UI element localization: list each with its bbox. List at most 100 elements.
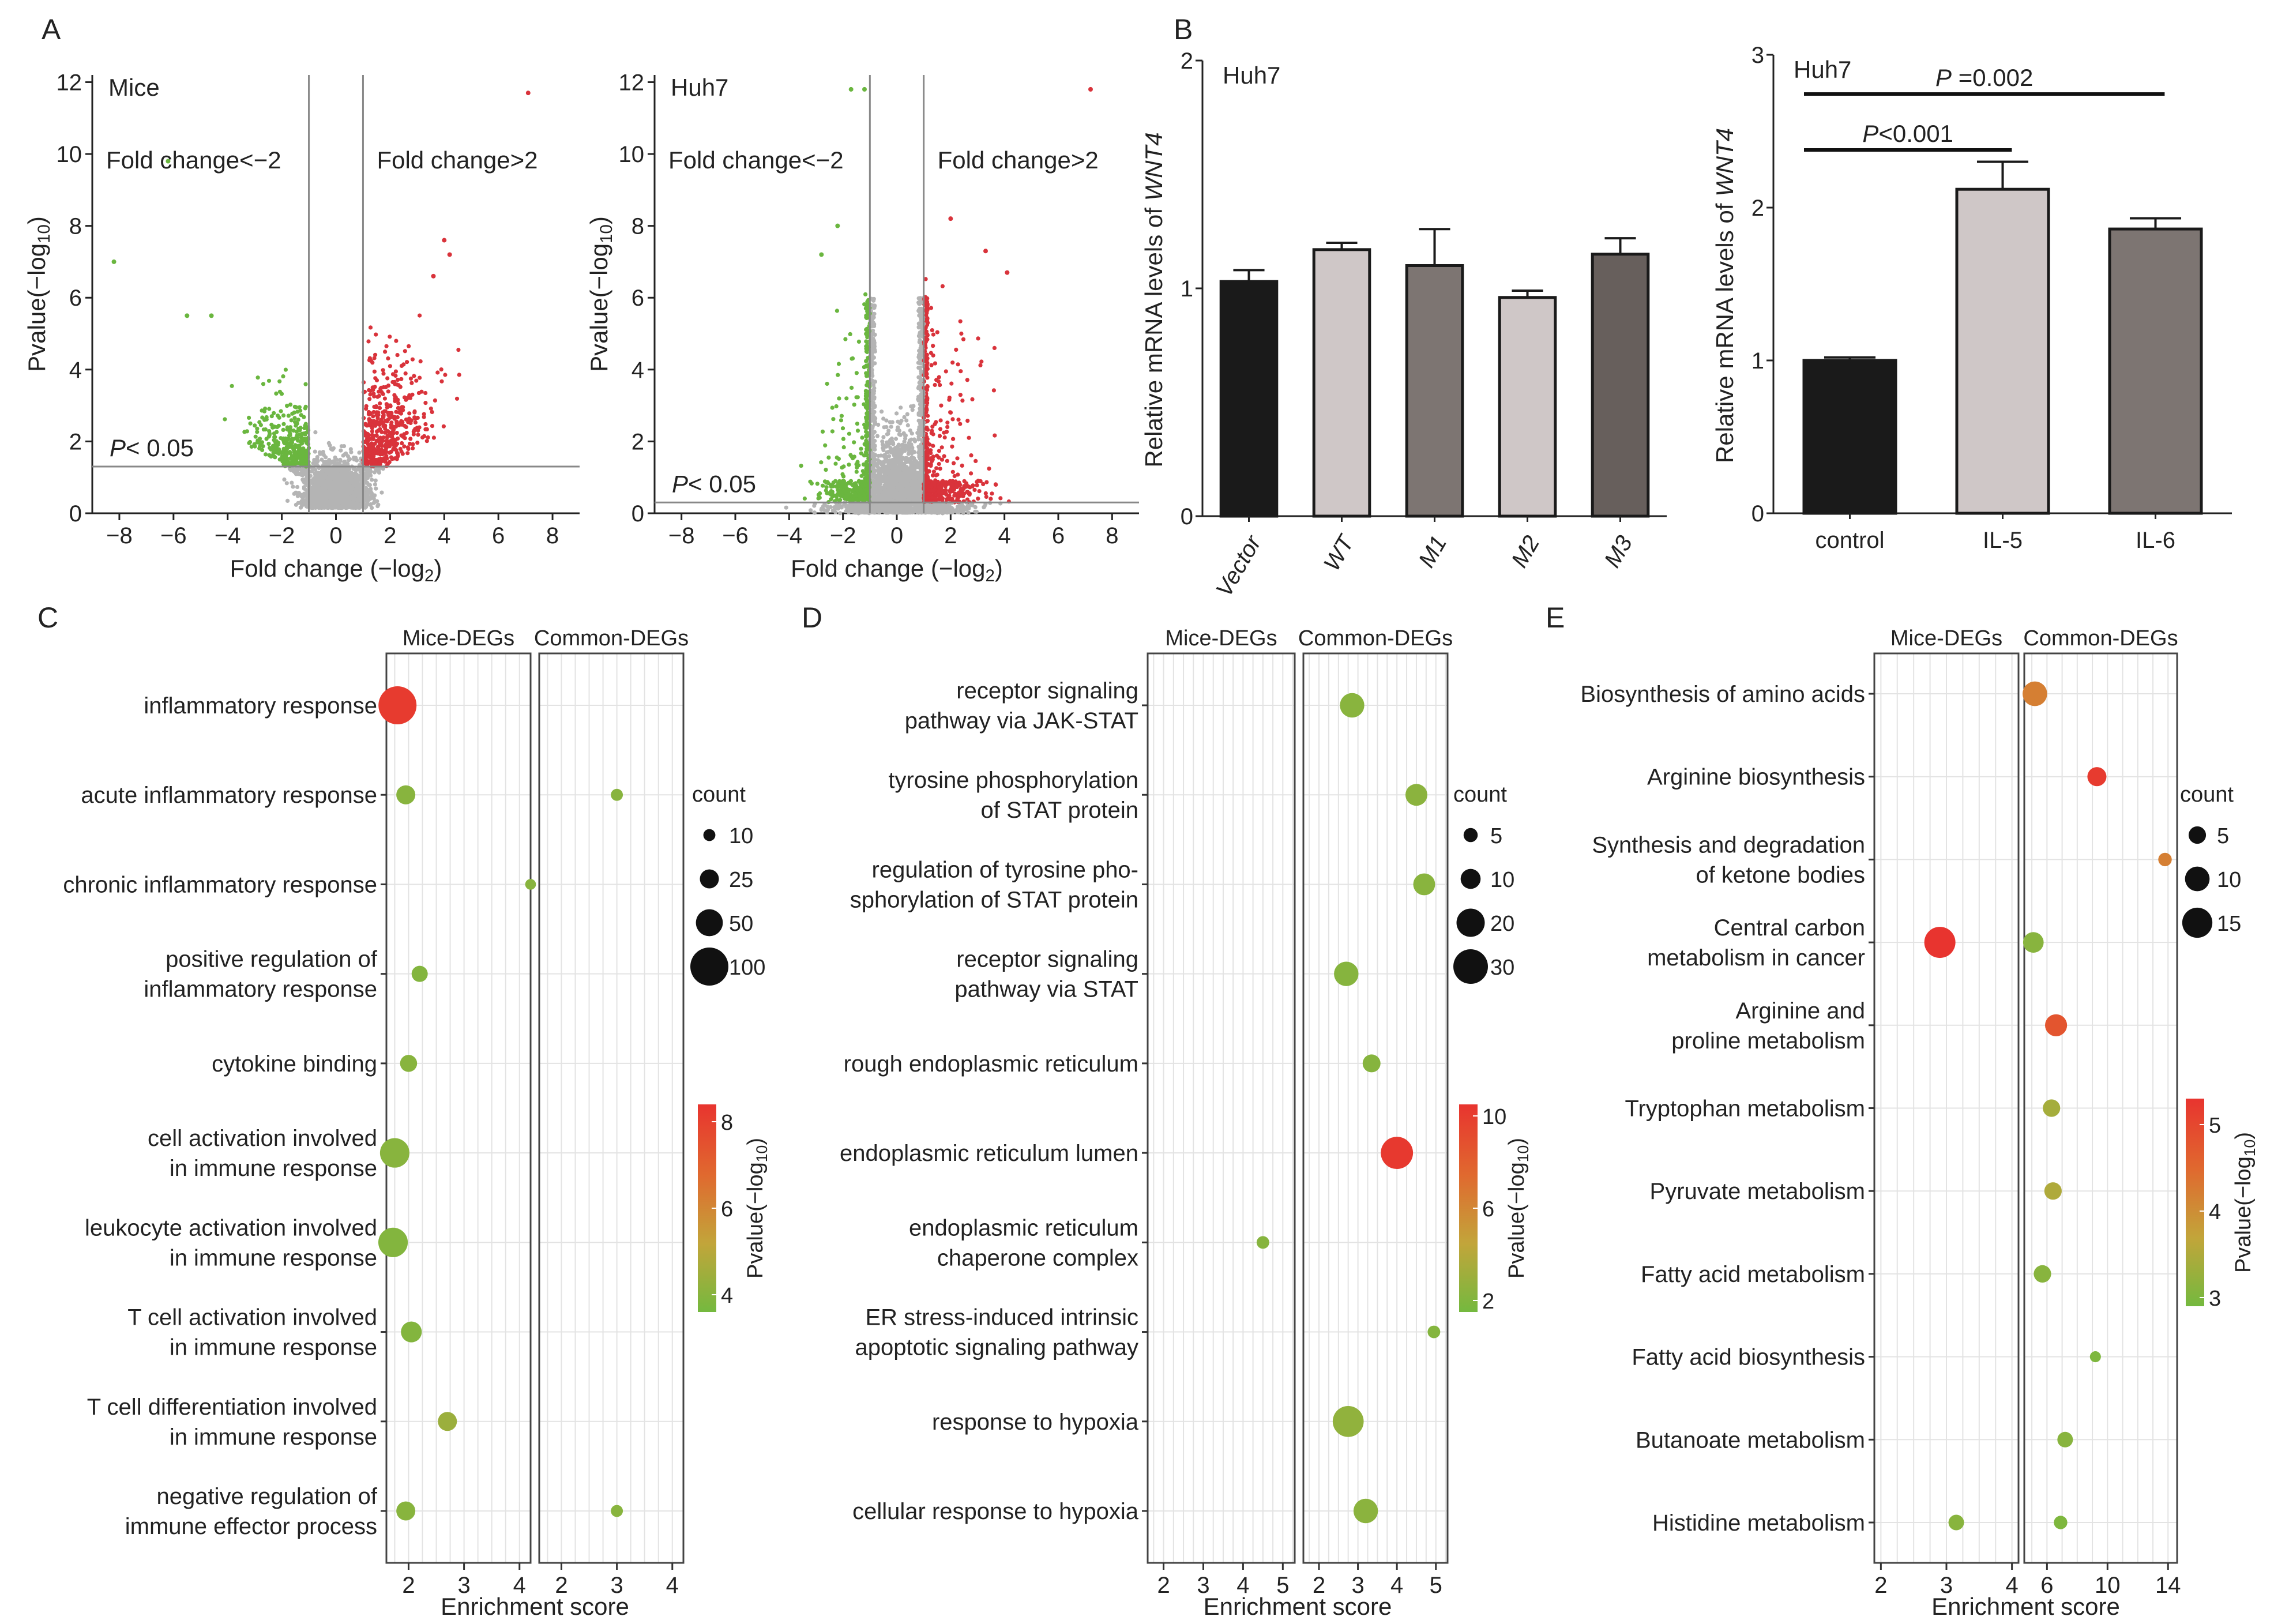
x-tick-label: −4 [776,523,803,548]
nonsignificant-point [341,483,346,488]
upregulated-point [372,356,377,360]
downregulated-point [294,454,299,460]
upregulated-point [379,430,384,434]
upregulated-point [381,368,385,373]
downregulated-point [268,431,272,436]
y-tick-label: 0 [69,501,82,527]
upregulated-point [420,435,425,440]
upregulated-point [384,344,389,348]
downregulated-point [269,454,273,459]
downregulated-point [261,427,266,432]
nonsignificant-point [326,485,331,490]
downregulated-point [252,442,257,446]
upregulated-point [443,373,448,377]
upregulated-point [378,401,382,406]
downregulated-point [290,439,294,444]
outlier-point [447,252,452,257]
x-tick-label: 0 [329,523,342,548]
upregulated-point [386,356,390,361]
downregulated-point [281,374,285,379]
label-part: ) [23,216,50,224]
upregulated-point [423,427,428,432]
nonsignificant-point [313,462,317,467]
upregulated-point [439,367,443,372]
downregulated-point [291,456,295,461]
downregulated-point [255,440,260,445]
downregulated-point [257,420,262,424]
upregulated-point [412,409,417,414]
upregulated-point [401,405,405,409]
downregulated-point [273,439,277,443]
y-tick-label: 8 [69,214,82,239]
downregulated-point [304,462,309,467]
upregulated-point [410,357,415,362]
downregulated-point [247,439,253,445]
downregulated-point [300,439,305,443]
upregulated-point [394,456,399,461]
upregulated-point [423,401,428,405]
upregulated-point [363,422,368,427]
downregulated-point [299,413,303,418]
nonsignificant-point [302,491,307,496]
upregulated-point [405,360,409,364]
upregulated-point [390,372,396,377]
downregulated-point [283,437,288,442]
nonsignificant-point [341,444,347,449]
nonsignificant-point [293,491,298,495]
upregulated-point [433,398,438,403]
upregulated-point [383,409,388,413]
upregulated-point [423,390,428,396]
downregulated-point [267,407,272,411]
upregulated-point [383,419,388,423]
p-italic: P [110,434,126,461]
downregulated-point [223,417,227,422]
upregulated-point [411,430,416,434]
upregulated-point [454,396,460,401]
downregulated-point [271,450,276,455]
upregulated-point [937,461,941,467]
nonsignificant-point [285,498,290,503]
upregulated-point [415,415,420,420]
downregulated-point [279,392,284,396]
nonsignificant-point [312,490,317,494]
upregulated-point [388,404,393,408]
upregulated-point [422,415,426,419]
label-subscript: 10 [35,224,54,243]
downregulated-point [292,416,297,420]
upregulated-point [400,422,404,427]
downregulated-point [284,456,289,460]
upregulated-point [379,442,384,447]
upregulated-point [382,396,388,401]
nonsignificant-point [350,474,355,479]
nonsignificant-point [321,505,326,509]
nonsignificant-point [364,495,369,500]
upregulated-point [395,353,400,358]
y-tick-label: 2 [69,429,82,454]
upregulated-point [367,422,372,427]
downregulated-point [297,405,302,409]
y-tick-label: 6 [69,285,82,311]
nonsignificant-point [339,448,343,453]
nonsignificant-point [338,505,343,510]
nonsignificant-point [376,502,381,507]
nonsignificant-point [343,471,347,476]
x-tick-label: 8 [546,523,559,548]
upregulated-point [367,418,372,423]
upregulated-point [371,434,375,439]
upregulated-point [926,413,930,418]
downregulated-point [264,452,268,457]
nonsignificant-point [875,434,879,438]
nonsignificant-point [296,472,301,476]
upregulated-point [384,450,389,454]
nonsignificant-point [339,499,344,503]
nonsignificant-point [356,499,360,503]
upregulated-point [456,348,461,352]
outlier-point [209,313,214,318]
upregulated-point [373,376,378,381]
outlier-point [431,273,436,279]
nonsignificant-point [313,449,317,454]
upregulated-point [381,435,386,440]
upregulated-point [370,429,375,434]
nonsignificant-point [320,495,324,499]
nonsignificant-point [345,475,350,480]
